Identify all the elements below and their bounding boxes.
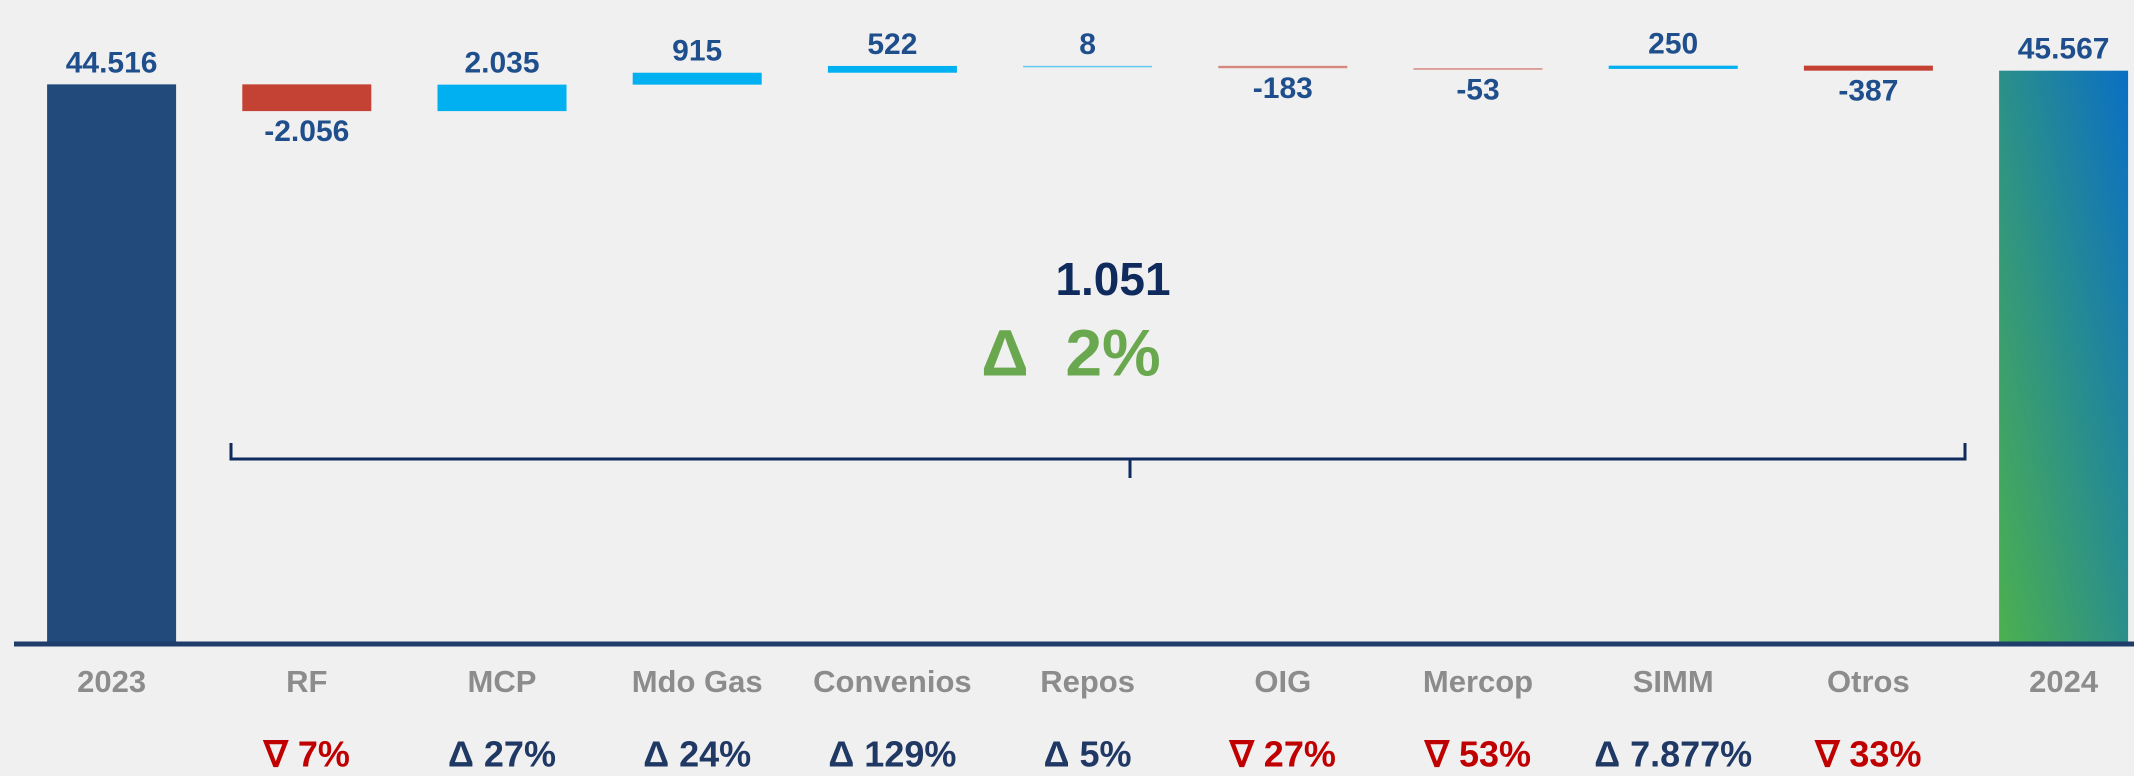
bar xyxy=(1413,68,1543,70)
change-label: ∇ 7% xyxy=(263,734,350,775)
bar xyxy=(827,65,957,73)
x-tick-label: Mercop xyxy=(1423,664,1533,699)
x-tick-label: OIG xyxy=(1254,664,1311,699)
bar xyxy=(1999,70,2129,644)
change-label: Δ 7.877% xyxy=(1594,734,1752,775)
value-label: 2.035 xyxy=(464,47,539,80)
x-tick-label: Mdo Gas xyxy=(632,664,763,699)
value-label: 522 xyxy=(867,28,917,61)
change-label: ∇ 33% xyxy=(1814,734,1921,775)
x-tick-label: SIMM xyxy=(1633,664,1714,699)
value-label: -387 xyxy=(1838,75,1898,108)
value-label: -2.056 xyxy=(264,115,349,148)
x-tick-label: MCP xyxy=(468,664,537,699)
change-label: Δ 129% xyxy=(828,734,956,775)
bar xyxy=(1803,65,1933,71)
x-tick-label: Convenios xyxy=(813,664,971,699)
value-label: 915 xyxy=(672,35,722,68)
value-label: -183 xyxy=(1253,72,1313,105)
bar xyxy=(242,84,372,112)
change-label: ∇ 27% xyxy=(1229,734,1336,775)
change-label: Δ 5% xyxy=(1044,734,1132,775)
bar xyxy=(632,72,762,85)
value-label: 44.516 xyxy=(66,46,158,79)
bar xyxy=(1608,65,1738,69)
total-change: 1.051 xyxy=(1055,253,1170,305)
bar xyxy=(1218,65,1348,69)
percent-change: Δ 2% xyxy=(981,315,1161,389)
bar xyxy=(47,84,177,645)
bar xyxy=(437,84,567,112)
x-tick-label: 2023 xyxy=(77,664,146,699)
x-tick-label: Repos xyxy=(1040,664,1135,699)
change-label: Δ 27% xyxy=(448,734,556,775)
value-label: 45.567 xyxy=(2018,33,2110,66)
change-label: ∇ 53% xyxy=(1424,734,1531,775)
value-label: 8 xyxy=(1079,28,1096,61)
bar xyxy=(1023,65,1153,68)
value-label: -53 xyxy=(1456,74,1499,107)
x-tick-label: 2024 xyxy=(2029,664,2099,699)
value-label: 250 xyxy=(1648,28,1698,61)
bracket xyxy=(229,443,1967,478)
x-tick-label: Otros xyxy=(1827,664,1910,699)
change-label: Δ 24% xyxy=(643,734,751,775)
x-tick-label: RF xyxy=(286,664,327,699)
